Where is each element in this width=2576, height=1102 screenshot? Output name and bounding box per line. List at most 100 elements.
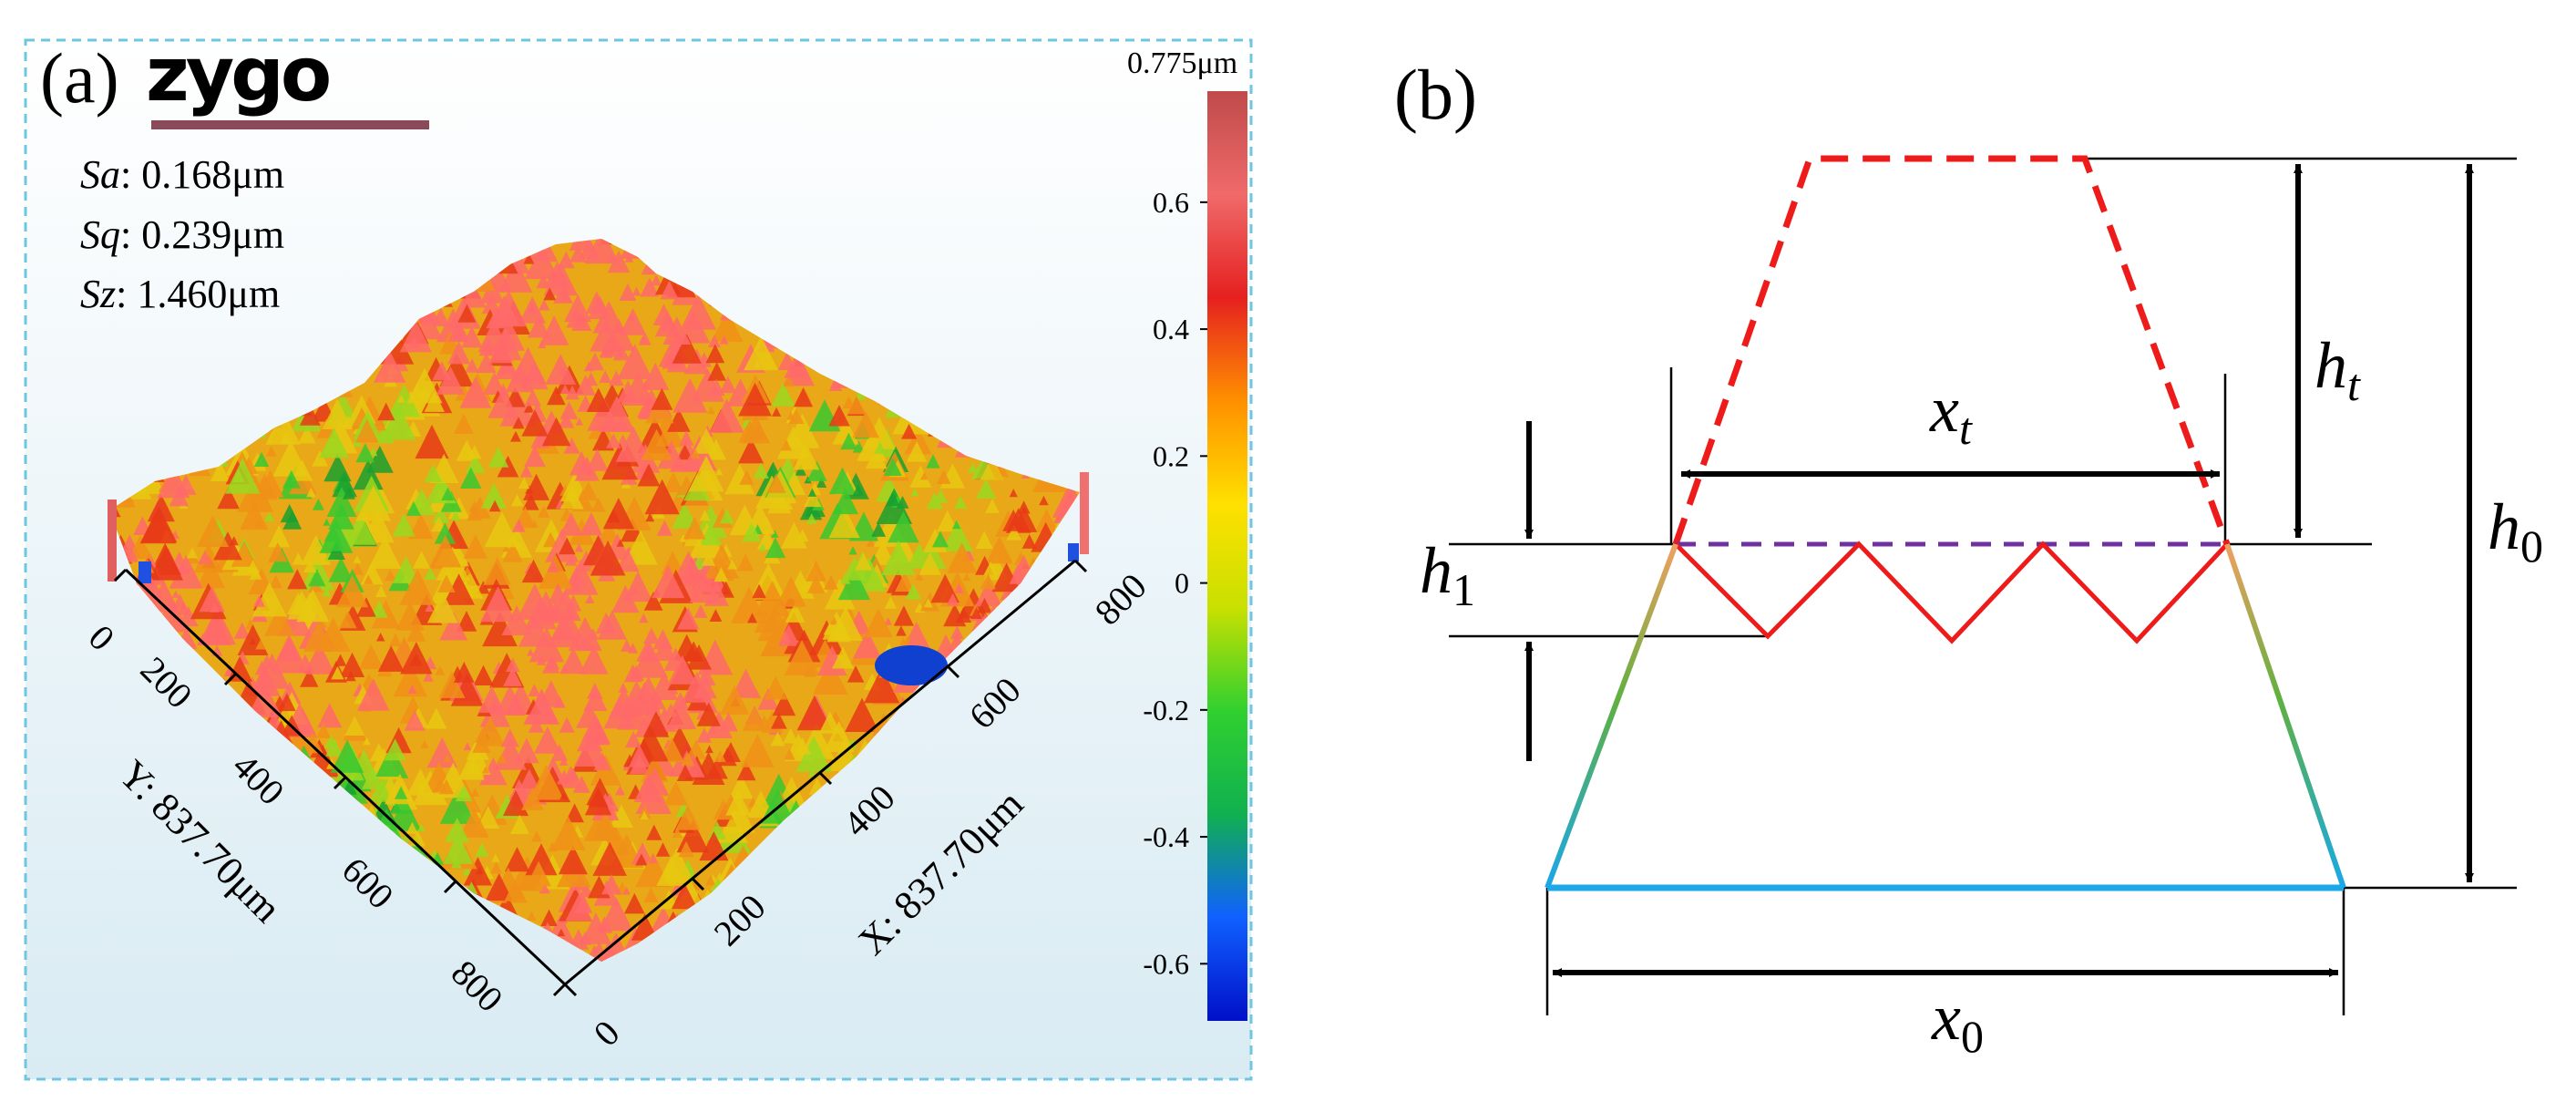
surface-peak [534,726,561,754]
surface-peak [460,282,487,308]
surface-peak [727,559,737,570]
surface-left-spike [108,500,117,582]
surface-peak [459,376,492,408]
surface-peak [292,552,305,565]
surface-peak [638,805,652,819]
colorbar-tick-label: -0.2 [1143,694,1189,726]
surface-peak [807,488,816,497]
surface-peak [547,560,559,572]
surface-peak [682,641,704,662]
surface-peak [407,685,417,694]
surface-peak [923,598,933,608]
surface-peak [610,804,633,828]
surface-peak [622,571,653,602]
surface-peak [575,417,584,426]
colorbar-max-label: 0.775μm [1127,46,1237,80]
surface-peak [557,928,566,937]
surface-peak [438,778,455,795]
surface-peak [702,551,716,566]
surface-peak [983,561,998,576]
surface-peak [303,621,334,652]
surface-peak [824,578,856,610]
surface-peak [426,592,458,623]
surface-peak [672,377,708,413]
surface-peak [331,666,344,680]
surface-peak [268,542,288,562]
surface-peak [565,803,584,823]
stat-sz-value: : 1.460μm [116,272,280,316]
surface-peak [686,739,706,759]
surface-peak [376,633,385,642]
surface-peak [623,530,658,565]
surface-peak [631,842,654,865]
surface-peak [510,430,521,442]
surface-peak [253,451,270,467]
surface-peak [523,402,535,413]
surface-peak [559,716,575,733]
surface-peak [828,467,857,495]
surface-peak [991,562,1021,592]
surface-peak [871,521,887,537]
surface-peak [524,689,560,725]
surface-peak [590,541,626,576]
surface-peak [328,557,354,582]
surface-peak [531,830,542,842]
surface-peak [884,617,892,625]
surface-peak [760,632,785,656]
surface-peak [772,692,796,716]
surface-peak [754,360,762,368]
surface-peak [705,745,713,754]
surface-peak [353,459,384,490]
surface-peak [705,875,716,886]
surface-peak [736,553,754,572]
surface-peak [259,654,275,670]
surface-peak [198,550,212,564]
zygo-logo-underline [151,120,429,129]
surface-peak [629,585,641,596]
surface-peak [696,702,721,726]
surface-peak [812,659,848,695]
surface-peak [461,325,483,348]
surface-peak [641,362,670,390]
surface-peak [652,564,685,599]
surface-peak [331,739,364,773]
surface-peak [521,788,544,810]
surface-peak [676,764,694,781]
surface-peak [874,441,887,454]
surface-peak [553,695,566,708]
surface-peak [303,643,335,675]
xt-label-sub: t [1959,403,1973,454]
surface-peak [599,396,635,432]
dimension-arrows [1524,164,2474,977]
surface-peak [341,618,352,628]
surface-peak [885,491,900,507]
h1-label: h1 [1420,534,1475,615]
surface-peak [468,500,481,512]
surface-peak [437,574,456,592]
surface-peak [616,539,624,547]
surface-peak [504,888,518,901]
surface-peak [523,473,550,500]
surface-peak [643,627,660,644]
surface-peak [396,394,405,403]
surface-peak [622,887,631,895]
surface-peak [538,340,547,349]
surface-peak [384,738,406,761]
surface-peak [946,592,960,606]
surface-peak [738,382,772,417]
surface-peak [373,415,385,427]
surface-peak [559,512,583,536]
surface-peak [489,340,513,364]
surface-peak [586,683,603,699]
surface-peak [550,744,569,761]
surface-peak [512,417,525,429]
x-axis-tick-mark [946,664,960,679]
surface-peak [453,414,474,434]
surface-peak [1017,500,1031,514]
surface-peak [824,574,838,590]
surface-peak [124,548,139,562]
surface-peak [354,418,379,443]
surface-peak [392,513,416,537]
surface-peak [197,633,210,645]
surface-peak [345,670,356,682]
